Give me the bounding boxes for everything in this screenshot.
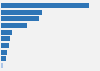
Bar <box>1 56 6 61</box>
Bar <box>1 23 27 28</box>
Bar <box>1 63 3 68</box>
Bar <box>1 50 8 55</box>
Bar <box>1 36 10 41</box>
Bar <box>1 10 42 15</box>
Bar <box>1 16 38 21</box>
Bar <box>1 43 9 48</box>
Bar <box>1 3 89 8</box>
Bar <box>1 30 12 35</box>
